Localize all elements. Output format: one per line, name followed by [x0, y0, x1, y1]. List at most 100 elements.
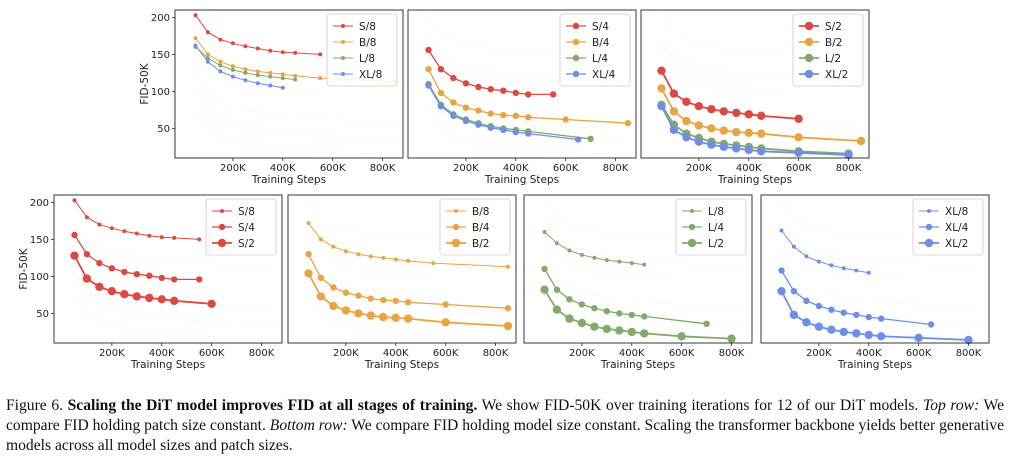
point-s-4 — [133, 271, 140, 278]
point-s-4 — [500, 87, 507, 94]
legend-box — [792, 13, 864, 87]
series-xl-4 — [778, 267, 935, 328]
point-xl-8 — [243, 78, 248, 83]
caption-text-3: We compare FID holding model size consta… — [6, 417, 1005, 454]
point-b-2 — [732, 127, 741, 137]
point-l-2 — [577, 318, 587, 328]
series-l-2 — [657, 100, 853, 158]
point-b-2 — [503, 321, 513, 331]
point-b-4 — [392, 297, 399, 304]
legend-label-s-4: S/4 — [592, 21, 609, 33]
x-tick-label: 800K — [249, 348, 275, 359]
y-tick-label: 150 — [151, 50, 170, 61]
point-l-4 — [566, 296, 573, 303]
legend: S/2 B/2 L/2 XL/2 — [792, 13, 864, 87]
point-b-4 — [405, 299, 412, 306]
point-b-2 — [744, 128, 753, 137]
ghost-line-b-2 — [194, 88, 396, 142]
point-l-8 — [592, 255, 597, 260]
point-xl-2 — [744, 145, 753, 155]
legend-label-l-4: L/4 — [708, 222, 724, 234]
legend-swatch-marker — [341, 72, 345, 76]
point-xl-8 — [829, 263, 834, 268]
series-b-2 — [304, 269, 513, 331]
point-s-2 — [732, 108, 741, 118]
point-b-4 — [450, 99, 457, 106]
point-b-4 — [437, 89, 445, 97]
legend-swatch-marker — [341, 40, 345, 44]
ghost-line-xl-8 — [661, 45, 749, 89]
point-s-4 — [171, 276, 178, 283]
point-l-4 — [591, 305, 598, 312]
panel-3: 200K 400K 600K 800K Training Steps S/2 B/2 L/2 X… — [640, 9, 870, 186]
figure-caption: Figure 6. Scaling the DiT model improves… — [6, 396, 1004, 456]
ghost-line-l-4 — [194, 83, 358, 140]
point-b-4 — [317, 274, 325, 282]
ghost-line-s-8 — [544, 199, 670, 240]
point-s-2 — [794, 114, 803, 124]
ghost-line-l-4 — [780, 268, 944, 325]
point-s-2 — [207, 299, 216, 308]
point-l-8 — [255, 73, 260, 78]
series-b-4 — [425, 66, 632, 127]
point-s-4 — [196, 276, 203, 283]
point-l-2 — [565, 314, 574, 323]
legend-label-s-8: S/8 — [359, 21, 376, 33]
point-s-4 — [487, 86, 494, 93]
x-tick-label: 600K — [553, 163, 579, 174]
point-b-8 — [293, 73, 298, 78]
point-s-8 — [243, 44, 248, 49]
panel-frame — [640, 9, 870, 159]
legend-label-b-8: B/8 — [359, 37, 376, 49]
series-xl-2 — [777, 287, 973, 345]
point-l-8 — [554, 241, 559, 246]
point-b-4 — [380, 296, 387, 304]
y-tick-label: 200 — [151, 13, 170, 24]
point-b-2 — [341, 306, 351, 315]
panel-5: 200K 400K 600K 800K Training Steps B/8 B/4 B/2 — [287, 194, 517, 371]
point-b-4 — [462, 104, 470, 111]
point-s-8 — [172, 235, 177, 240]
point-s-8 — [134, 231, 139, 236]
point-s-4 — [450, 74, 457, 82]
legend-swatch-marker — [454, 209, 458, 213]
legend-swatch-marker — [690, 209, 694, 213]
line-l-2 — [660, 104, 849, 155]
point-xl-8 — [230, 74, 235, 79]
point-xl-8 — [268, 83, 273, 88]
legend-swatch-marker — [804, 21, 814, 31]
panel-6: 200K 400K 600K 800K Training Steps L/8 L/4 L/2 — [523, 194, 753, 371]
ghost-line-s-8 — [661, 14, 787, 55]
point-s-2 — [719, 107, 728, 116]
point-xl-2 — [789, 310, 799, 320]
legend: XL/8 XL/4 XL/2 — [912, 198, 984, 256]
ghost-line-l-2 — [73, 289, 262, 340]
legend-swatch-marker — [804, 69, 814, 79]
point-s-8 — [159, 235, 164, 240]
x-tick-label: 400K — [619, 348, 645, 359]
point-xl-2 — [669, 125, 679, 135]
legend-swatch-marker — [220, 209, 224, 213]
point-s-8 — [193, 13, 198, 18]
point-b-8 — [343, 249, 348, 254]
ghost-curves — [660, 14, 862, 141]
point-xl-2 — [802, 318, 811, 327]
point-s-8 — [97, 222, 102, 227]
legend-label-xl-4: XL/4 — [945, 222, 969, 234]
point-l-2 — [615, 326, 624, 335]
caption-bottom-row-label: Bottom row: — [269, 417, 348, 434]
series-b-8 — [306, 221, 510, 269]
point-xl-4 — [853, 311, 860, 319]
x-tick-label: 600K — [786, 163, 812, 174]
point-s-4 — [512, 89, 519, 97]
series-l-4 — [541, 265, 710, 327]
legend-swatch-marker — [572, 38, 580, 46]
point-l-4 — [641, 313, 648, 320]
point-l-8 — [205, 56, 210, 61]
legend-swatch-marker — [341, 24, 345, 28]
point-b-2 — [682, 116, 691, 126]
y-tick-label: 100 — [30, 272, 49, 283]
point-b-4 — [500, 111, 507, 119]
caption-text-1: We show FID-50K over training iterations… — [477, 397, 923, 414]
point-b-4 — [525, 114, 532, 121]
